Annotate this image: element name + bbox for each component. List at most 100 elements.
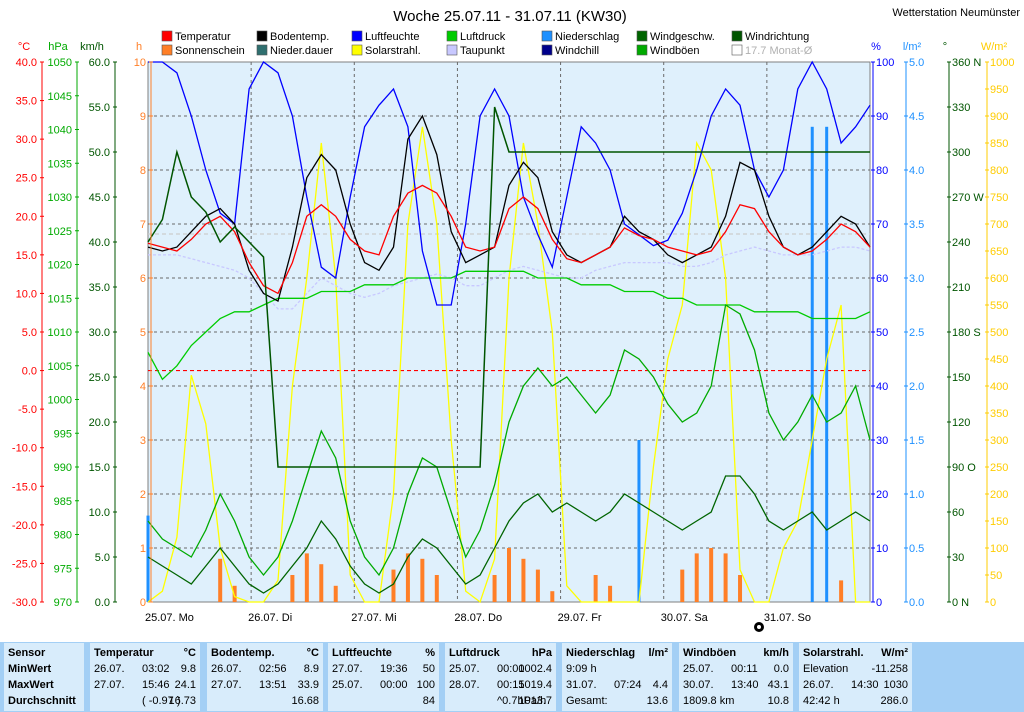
axis-tick-pressure: 1005 <box>48 361 72 373</box>
stats-cell-value: 9.8 <box>181 663 196 675</box>
axis-tick-humidity: 40 <box>876 381 888 393</box>
stats-row: 1809.8 km 10.8 <box>683 695 789 711</box>
axis-tick-direction: 300 <box>952 147 970 159</box>
bar-Sonnenschein <box>521 559 525 602</box>
axis-unit-pressure: hPa <box>48 41 68 53</box>
stats-header-label: Solarstrahl. <box>803 647 864 659</box>
axis-tick-solar: 950 <box>990 84 1008 96</box>
axis-tick-wind: 55.0 <box>89 102 110 114</box>
bar-Sonnenschein <box>709 548 713 602</box>
axis-tick-rain: 1.5 <box>909 435 924 447</box>
axis-tick-hours: 2 <box>140 489 146 501</box>
legend-label: Nieder.dauer <box>270 45 333 57</box>
stats-header: Sensor <box>8 647 80 663</box>
stats-cell-value: 4.4 <box>653 679 668 691</box>
stats-col-feuchte: Luftfeuchte% 27.07. 19:36 50 25.07. 00:00 100 8… <box>328 643 439 711</box>
x-tick-label: 28.07. Do <box>454 612 502 624</box>
bar-Sonnenschein <box>420 559 424 602</box>
axis-tick-rain: 4.5 <box>909 111 924 123</box>
weather-chart: 25.07. Mo 26.07. Di 27.07. Mi 28.07. Do 29.0… <box>0 0 1024 642</box>
stats-row: 25.07. 00:00 100 <box>332 679 435 695</box>
legend-swatch <box>637 31 647 41</box>
axis-tick-direction: 330 <box>952 102 970 114</box>
stats-row: MinWert <box>8 663 80 679</box>
axis-tick-pressure: 1015 <box>48 293 72 305</box>
stats-row: 26.07. 02:56 8.9 <box>211 663 319 679</box>
stats-cell-value: 1002.4 <box>518 663 552 675</box>
stats-row: 9:09 h <box>566 663 668 679</box>
x-tick-label: 27.07. Mi <box>351 612 396 624</box>
axis-tick-wind: 5.0 <box>95 552 110 564</box>
axis-tick-solar: 1000 <box>990 57 1014 69</box>
bar-Sonnenschein <box>218 559 222 602</box>
axis-unit-direction: ° <box>943 41 947 53</box>
stats-col-sensor: Sensor MinWert MaxWert Durchschnitt <box>4 643 84 711</box>
axis-tick-pressure: 1020 <box>48 260 72 272</box>
stats-cell-date: Elevation <box>803 663 848 675</box>
axis-tick-temp: -15.0 <box>12 481 37 493</box>
axis-tick-direction: 60 <box>952 507 964 519</box>
stats-cell-date: 28.07. <box>449 679 480 691</box>
legend-swatch <box>542 45 552 55</box>
stats-cell-value: 16.68 <box>291 695 319 707</box>
bar-Sonnenschein <box>594 575 598 602</box>
axis-tick-direction: 210 <box>952 282 970 294</box>
stats-cell-time: 15:46 <box>142 679 170 691</box>
stats-row: 27.07. 19:36 50 <box>332 663 435 679</box>
stats-cell-time: 19:36 <box>380 663 408 675</box>
legend-swatch <box>732 31 742 41</box>
axis-tick-temp: -10.0 <box>12 443 37 455</box>
axis-tick-solar: 250 <box>990 462 1008 474</box>
stats-cell-time: 02:56 <box>259 663 287 675</box>
legend-label: Windböen <box>650 45 700 57</box>
stats-cell-time: 00:11 <box>731 663 758 675</box>
x-tick-label: 25.07. Mo <box>145 612 194 624</box>
stats-cell-value: 84 <box>423 695 435 707</box>
stats-header-label: Bodentemp. <box>211 647 275 659</box>
axis-tick-rain: 2.5 <box>909 327 924 339</box>
stats-header-unit: hPa <box>532 647 552 659</box>
stats-row: 26.07. 14:30 1030 <box>803 679 908 695</box>
bar-Sonnenschein <box>334 586 338 602</box>
axis-tick-temp: -5.0 <box>18 404 37 416</box>
axis-tick-rain: 2.0 <box>909 381 924 393</box>
legend-swatch <box>542 31 552 41</box>
bar-Sonnenschein <box>608 586 612 602</box>
axis-tick-solar: 650 <box>990 246 1008 258</box>
axis-tick-rain: 0.5 <box>909 543 924 555</box>
stats-row: Gesamt: 13.6 <box>566 695 668 711</box>
axis-tick-solar: 900 <box>990 111 1008 123</box>
legend-swatch <box>352 45 362 55</box>
stats-header-label: Luftfeuchte <box>332 647 392 659</box>
stats-row: 27.07. 13:51 33.9 <box>211 679 319 695</box>
axis-tick-humidity: 60 <box>876 273 888 285</box>
stats-row: 30.07. 13:40 43.1 <box>683 679 789 695</box>
bar-Niederschlag <box>147 516 150 602</box>
axis-tick-direction: 240 <box>952 237 970 249</box>
x-tick-label: 29.07. Fr <box>558 612 602 624</box>
bar-Sonnenschein <box>536 570 540 602</box>
axis-tick-wind: 50.0 <box>89 147 110 159</box>
stats-cell-time: 13:51 <box>259 679 287 691</box>
bar-Sonnenschein <box>680 570 684 602</box>
axis-tick-wind: 35.0 <box>89 282 110 294</box>
legend-swatch <box>732 45 742 55</box>
stats-header-unit: °C <box>307 647 319 659</box>
stats-row: ( -0.97 ) 16.73 <box>94 695 196 711</box>
stats-col-boden: Bodentemp. °C 26.07. 02:56 8.9 27.07. 13:51 33.… <box>207 643 323 711</box>
axis-tick-rain: 1.0 <box>909 489 924 501</box>
axis-tick-solar: 100 <box>990 543 1008 555</box>
legend-swatch <box>447 31 457 41</box>
bar-Niederschlag <box>637 440 640 602</box>
stats-header-unit: l/m² <box>648 647 668 659</box>
stats-header-label: Temperatur <box>94 647 154 659</box>
stats-cell-date: 26.07. <box>94 663 125 675</box>
legend-swatch <box>257 31 267 41</box>
axis-tick-temp: 0.0 <box>22 366 37 378</box>
bar-Sonnenschein <box>550 591 554 602</box>
stats-cell-date: 27.07. <box>94 679 125 691</box>
stats-header: Temperatur °C <box>94 647 196 663</box>
stats-cell-value: 13.6 <box>647 695 668 707</box>
axis-tick-hours: 6 <box>140 273 146 285</box>
station-name: Wetterstation Neumünster <box>892 7 1020 19</box>
